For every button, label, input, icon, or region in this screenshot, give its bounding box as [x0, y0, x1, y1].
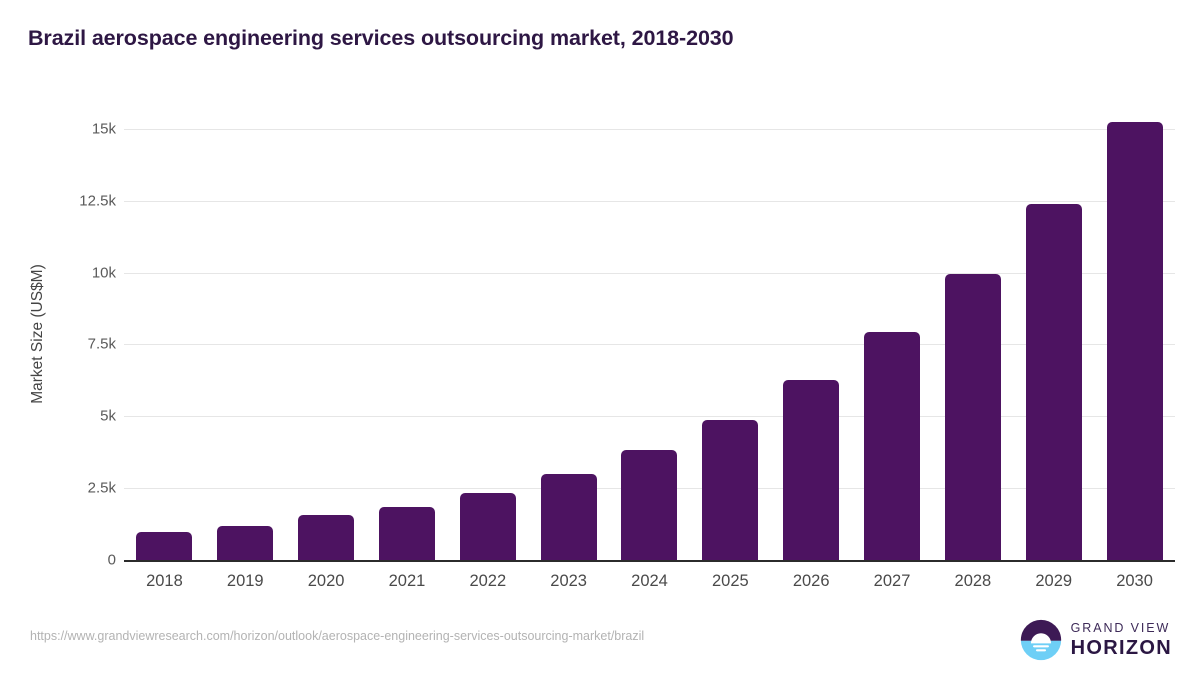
brand-logo[interactable]: GRAND VIEW HORIZON: [1020, 619, 1172, 661]
x-axis-tick-label: 2022: [469, 572, 507, 590]
x-axis-tick-label: 2020: [307, 572, 345, 590]
bar[interactable]: [702, 420, 759, 560]
x-axis-tick-label: 2021: [388, 572, 426, 590]
bar-slot: [771, 100, 852, 560]
bar-slot: [852, 100, 933, 560]
y-axis-tick-label: 5k: [100, 407, 116, 425]
x-axis-tick-label: 2029: [1035, 572, 1073, 590]
gridline: [124, 128, 1175, 130]
x-axis-tick-label: 2025: [711, 572, 749, 590]
source-url[interactable]: https://www.grandviewresearch.com/horizo…: [30, 629, 645, 643]
x-axis-tick-label: 2030: [1116, 572, 1153, 590]
bar-slot: [124, 100, 205, 560]
bar[interactable]: [864, 332, 921, 560]
x-axis-tick-label: 2019: [226, 572, 264, 590]
y-axis-tick-label: 15k: [91, 120, 116, 138]
logo-wordmark: GRAND VIEW HORIZON: [1071, 622, 1172, 659]
gridline: [124, 272, 1175, 274]
bar-slot: [528, 100, 609, 560]
page-title: Brazil aerospace engineering services ou…: [28, 26, 734, 50]
logo-line-2: HORIZON: [1070, 637, 1172, 660]
bar[interactable]: [621, 449, 678, 560]
bar-slot: [1094, 100, 1175, 560]
y-axis-tick-label: 7.5k: [87, 335, 116, 353]
y-axis-tick-label: 2.5k: [87, 479, 116, 497]
bar[interactable]: [136, 532, 193, 560]
bar-slot: [1013, 100, 1094, 560]
bar[interactable]: [944, 273, 1001, 560]
x-axis-tick-label: 2027: [873, 572, 911, 590]
axis-baseline: [124, 560, 1175, 562]
bar-slot: [609, 100, 690, 560]
bar[interactable]: [540, 473, 597, 560]
bar[interactable]: [217, 525, 274, 560]
bar[interactable]: [378, 506, 435, 560]
x-axis-tick-label: 2023: [550, 572, 587, 590]
x-axis-tick-label: 2024: [631, 572, 668, 590]
bar-slot: [932, 100, 1013, 560]
bar-series: [124, 100, 1175, 560]
y-axis-tick-label: 0: [107, 551, 116, 569]
gridline: [124, 344, 1175, 346]
bar[interactable]: [783, 380, 840, 560]
y-axis-tick-label: 12.5k: [79, 192, 116, 210]
horizon-sun-circle-icon: [1020, 619, 1061, 661]
x-axis-tick-label: 2026: [792, 572, 830, 590]
bar[interactable]: [1106, 121, 1163, 560]
gridline: [124, 416, 1175, 418]
bar-slot: [367, 100, 448, 560]
bar[interactable]: [1025, 204, 1082, 560]
logo-line-1: GRAND VIEW: [1070, 620, 1171, 635]
bar-slot: [205, 100, 286, 560]
x-axis-tick-label: 2018: [146, 572, 183, 590]
x-axis-tick-label: 2028: [954, 572, 992, 590]
bar-slot: [447, 100, 528, 560]
bar-slot: [286, 100, 367, 560]
bar-slot: [690, 100, 771, 560]
bar[interactable]: [298, 514, 355, 560]
y-axis-tick-label: 10k: [91, 264, 116, 281]
gridline: [124, 200, 1175, 202]
bar[interactable]: [459, 492, 516, 560]
